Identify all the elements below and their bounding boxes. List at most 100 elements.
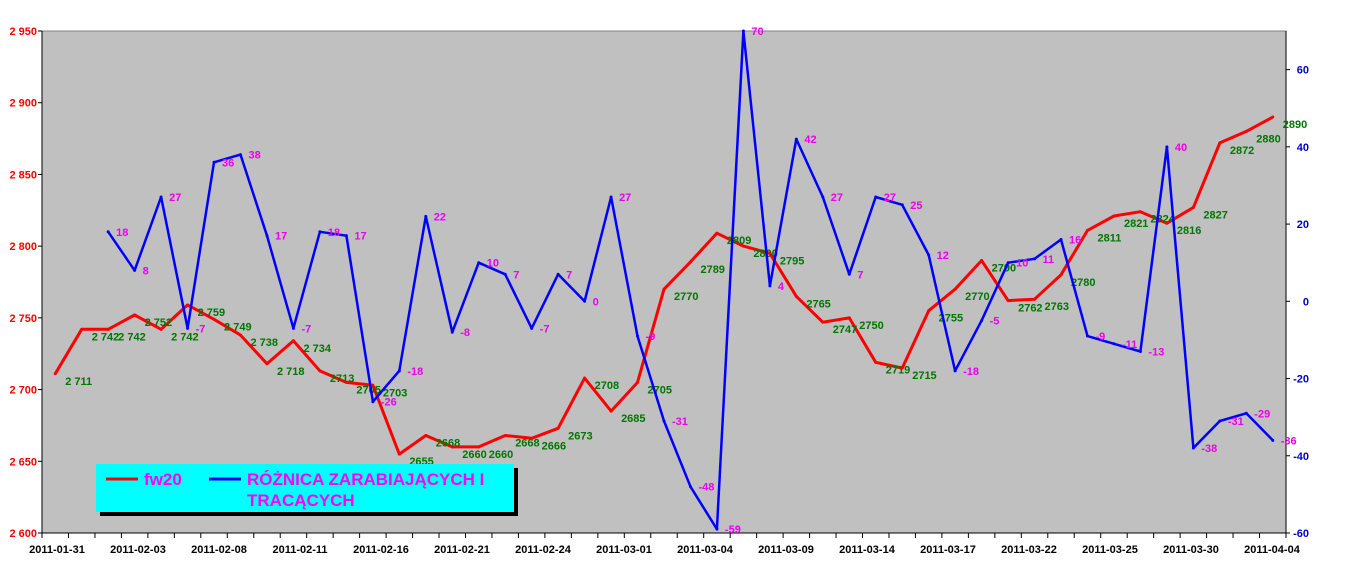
x-tick-label: 2011-01-31 (29, 544, 85, 556)
fw20-data-label: 2880 (1256, 133, 1280, 145)
fw20-point (1138, 210, 1142, 214)
x-tick-label: 2011-02-24 (515, 544, 572, 556)
fw20-data-label: 2 749 (224, 321, 252, 333)
legend-label-roznica-line2: TRACĄCYCH (247, 491, 355, 510)
roznica-point (503, 272, 507, 276)
roznica-data-label: 27 (831, 192, 843, 204)
fw20-data-label: 2 759 (198, 307, 226, 319)
roznica-data-label: -5 (990, 316, 1000, 328)
fw20-data-label: 2827 (1203, 209, 1227, 221)
roznica-data-label: 42 (804, 134, 816, 146)
left-tick-label: 2 750 (9, 313, 37, 325)
roznica-point (688, 485, 692, 489)
roznica-point (1165, 145, 1169, 149)
fw20-point (1218, 141, 1222, 145)
roznica-point (1191, 446, 1195, 450)
fw20-data-label: 2763 (1045, 301, 1069, 313)
roznica-point (980, 319, 984, 323)
fw20-data-label: 2790 (992, 262, 1016, 274)
roznica-point (106, 230, 110, 234)
fw20-point (159, 327, 163, 331)
roznica-point (1244, 411, 1248, 415)
right-y-axis: -60 -40 -20 0 20 40 60 (1285, 31, 1309, 540)
fw20-point (397, 452, 401, 456)
roznica-data-label: -13 (1148, 347, 1164, 359)
roznica-data-label: -26 (381, 397, 397, 409)
roznica-data-label: -18 (963, 366, 979, 378)
right-tick-label: -60 (1293, 528, 1309, 540)
fw20-data-label: 2795 (780, 255, 804, 267)
fw20-data-label: 2668 (515, 437, 539, 449)
roznica-data-label: 17 (354, 231, 366, 243)
roznica-point (715, 527, 719, 531)
roznica-data-label: -31 (1228, 416, 1244, 428)
roznica-point (318, 230, 322, 234)
legend-box (96, 464, 514, 512)
fw20-data-label: 2 742 (171, 331, 199, 343)
roznica-point (1033, 257, 1037, 261)
fw20-data-label: 2 734 (303, 343, 331, 355)
fw20-point (477, 445, 481, 449)
roznica-data-label: 27 (169, 192, 181, 204)
roznica-data-label: -11 (1122, 339, 1137, 351)
x-tick-label: 2011-03-09 (758, 544, 814, 556)
x-tick-label: 2011-03-17 (920, 544, 976, 556)
roznica-point (1006, 261, 1010, 265)
left-tick-label: 2 800 (9, 241, 37, 253)
fw20-point (794, 294, 798, 298)
x-tick-label: 2011-03-01 (596, 544, 652, 556)
fw20-point (715, 231, 719, 235)
x-tick-label: 2011-03-14 (839, 544, 896, 556)
fw20-point (291, 339, 295, 343)
roznica-point (636, 334, 640, 338)
roznica-data-label: 27 (884, 192, 896, 204)
roznica-point (953, 369, 957, 373)
roznica-point (847, 272, 851, 276)
roznica-data-label: 16 (1069, 235, 1081, 247)
x-tick-label: 2011-02-08 (191, 544, 247, 556)
roznica-point (583, 299, 587, 303)
legend: fw20 RÓŻNICA ZARABIAJĄCYCH I TRACĄCYCH (96, 464, 518, 516)
roznica-data-label: 7 (857, 269, 863, 281)
roznica-data-label: 25 (910, 200, 922, 212)
fw20-data-label: 2770 (965, 291, 989, 303)
fw20-data-label: 2685 (621, 413, 645, 425)
roznica-point (556, 272, 560, 276)
fw20-data-label: 2705 (648, 384, 672, 396)
fw20-point (609, 409, 613, 413)
fw20-data-label: 2765 (806, 298, 830, 310)
fw20-data-label: 2789 (700, 264, 724, 276)
roznica-point (1059, 238, 1063, 242)
fw20-point (1112, 214, 1116, 218)
x-tick-label: 2011-03-04 (677, 544, 734, 556)
fw20-point (424, 433, 428, 437)
x-tick-label: 2011-02-16 (353, 544, 409, 556)
fw20-point (450, 445, 454, 449)
fw20-point (874, 360, 878, 364)
fw20-point (1006, 299, 1010, 303)
roznica-point (344, 234, 348, 238)
x-tick-label: 2011-02-11 (272, 544, 327, 556)
fw20-data-label: 2780 (1071, 277, 1095, 289)
fw20-data-label: 2673 (568, 430, 592, 442)
roznica-point (371, 400, 375, 404)
fw20-point (318, 369, 322, 373)
roznica-data-label: -59 (725, 524, 741, 536)
roznica-data-label: 17 (275, 231, 287, 243)
roznica-point (186, 326, 190, 330)
right-tick-label: 60 (1297, 65, 1309, 77)
legend-label-fw20: fw20 (144, 470, 182, 489)
roznica-data-label: 7 (566, 269, 572, 281)
fw20-point (53, 372, 57, 376)
roznica-point (477, 261, 481, 265)
x-tick-label: 2011-03-22 (1001, 544, 1057, 556)
roznica-data-label: -8 (460, 327, 470, 339)
right-tick-label: -40 (1293, 451, 1309, 463)
fw20-point (768, 251, 772, 255)
roznica-point (159, 195, 163, 199)
roznica-point (133, 268, 137, 272)
legend-label-roznica-line1: RÓŻNICA ZARABIAJĄCYCH I (247, 470, 484, 489)
roznica-data-label: -7 (540, 323, 550, 335)
